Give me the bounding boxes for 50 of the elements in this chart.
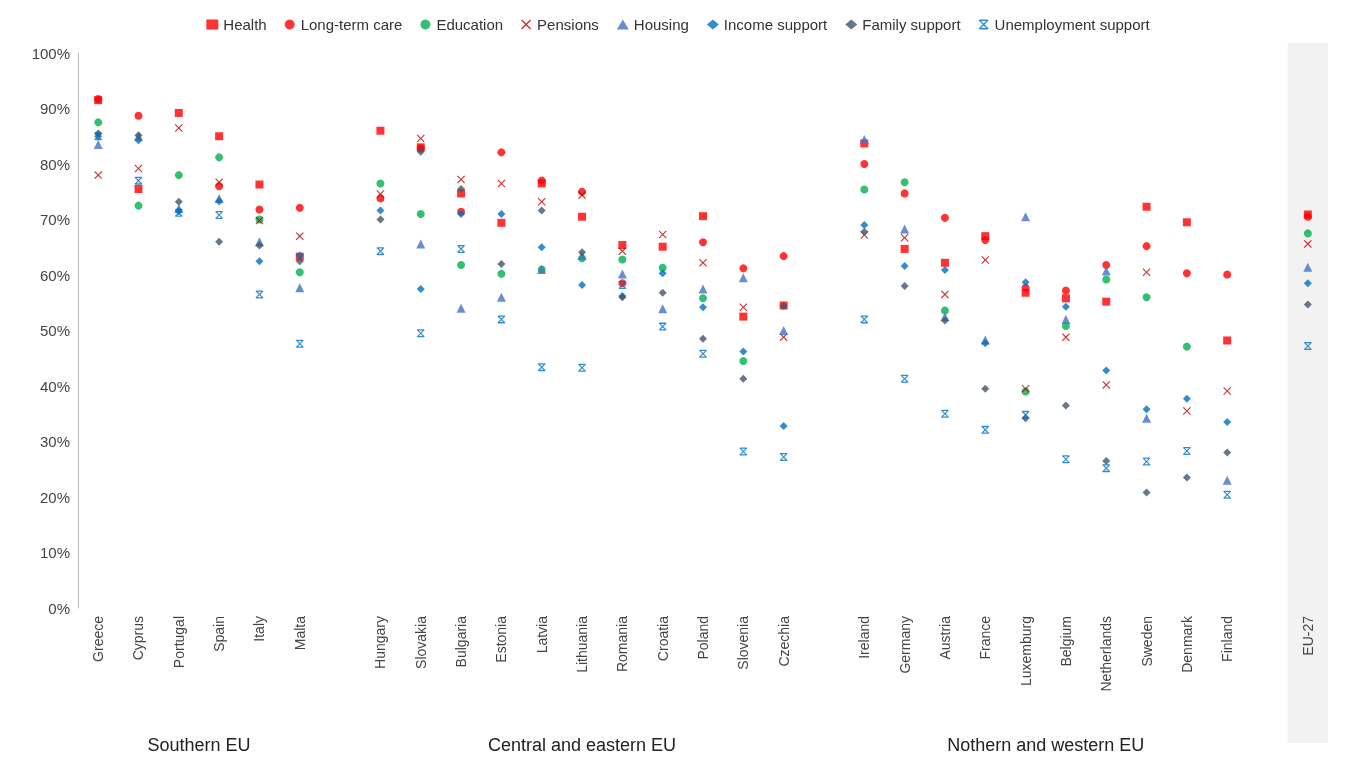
- text: Nothern and western EU: [947, 735, 1145, 755]
- x-tick-label: France: [977, 615, 994, 660]
- x-tick-label: Lithuania: [574, 615, 591, 673]
- x-tick-label: Romania: [614, 615, 631, 673]
- x-tick-label: Belgium: [1057, 616, 1074, 667]
- x-tick-label: Bulgaria: [453, 615, 470, 668]
- x-tick-label: Denmark: [1178, 615, 1195, 673]
- x-tick-label: Hungary: [372, 616, 389, 669]
- legend-label: Housing: [633, 16, 689, 33]
- x-tick-label: Czechia: [775, 615, 792, 667]
- text: Central and eastern EU: [487, 735, 677, 755]
- legend-label: Family support: [862, 16, 962, 33]
- legend-label: Pensions: [537, 16, 599, 33]
- y-tick-label: 10%: [39, 544, 70, 561]
- x-tick-label: Germany: [896, 616, 913, 674]
- x-tick-label: Latvia: [533, 615, 550, 654]
- x-tick-label: Malta: [291, 615, 308, 651]
- y-tick-label: 30%: [39, 433, 70, 450]
- x-tick-label: Croatia: [654, 615, 671, 662]
- legend-label: Income support: [723, 16, 829, 33]
- x-tick-label: Netherlands: [1098, 616, 1115, 692]
- y-tick-label: 20%: [39, 488, 70, 506]
- legend-label: Long-term care: [300, 16, 403, 33]
- y-tick-label: 80%: [39, 155, 70, 173]
- legend-label: Unemployment support: [994, 16, 1151, 33]
- x-tick-label: Poland: [695, 616, 711, 660]
- x-tick-label: Ireland: [856, 616, 873, 659]
- y-tick-label: 40%: [39, 377, 70, 395]
- y-tick-label: 70%: [39, 211, 70, 228]
- y-tick-label: 50%: [39, 322, 70, 339]
- x-tick-label: Cyprus: [130, 616, 147, 661]
- x-tick-label: Sweden: [1138, 616, 1155, 667]
- x-tick-label: Greece: [90, 615, 107, 662]
- y-tick-label: 0%: [48, 599, 70, 617]
- x-tick-label: Portugal: [170, 616, 187, 669]
- text: Southern EU: [147, 735, 251, 755]
- x-tick-label: Austria: [936, 615, 953, 660]
- y-tick-label: 60%: [39, 266, 70, 284]
- x-tick-label: Spain: [211, 616, 228, 652]
- legend-label: Education: [436, 16, 504, 33]
- x-tick-label: Italy: [251, 616, 268, 642]
- x-tick-label: EU-27: [1299, 615, 1316, 656]
- x-tick-label: Finland: [1219, 616, 1236, 662]
- x-tick-label: Luxemburg: [1017, 616, 1034, 687]
- y-tick-label: 90%: [39, 100, 70, 117]
- x-tick-label: Estonia: [493, 615, 510, 663]
- y-tick-label: 100%: [31, 44, 70, 62]
- legend-label: Health: [223, 16, 267, 33]
- x-tick-label: Slovakia: [412, 615, 429, 669]
- x-tick-label: Slovenia: [735, 615, 752, 670]
